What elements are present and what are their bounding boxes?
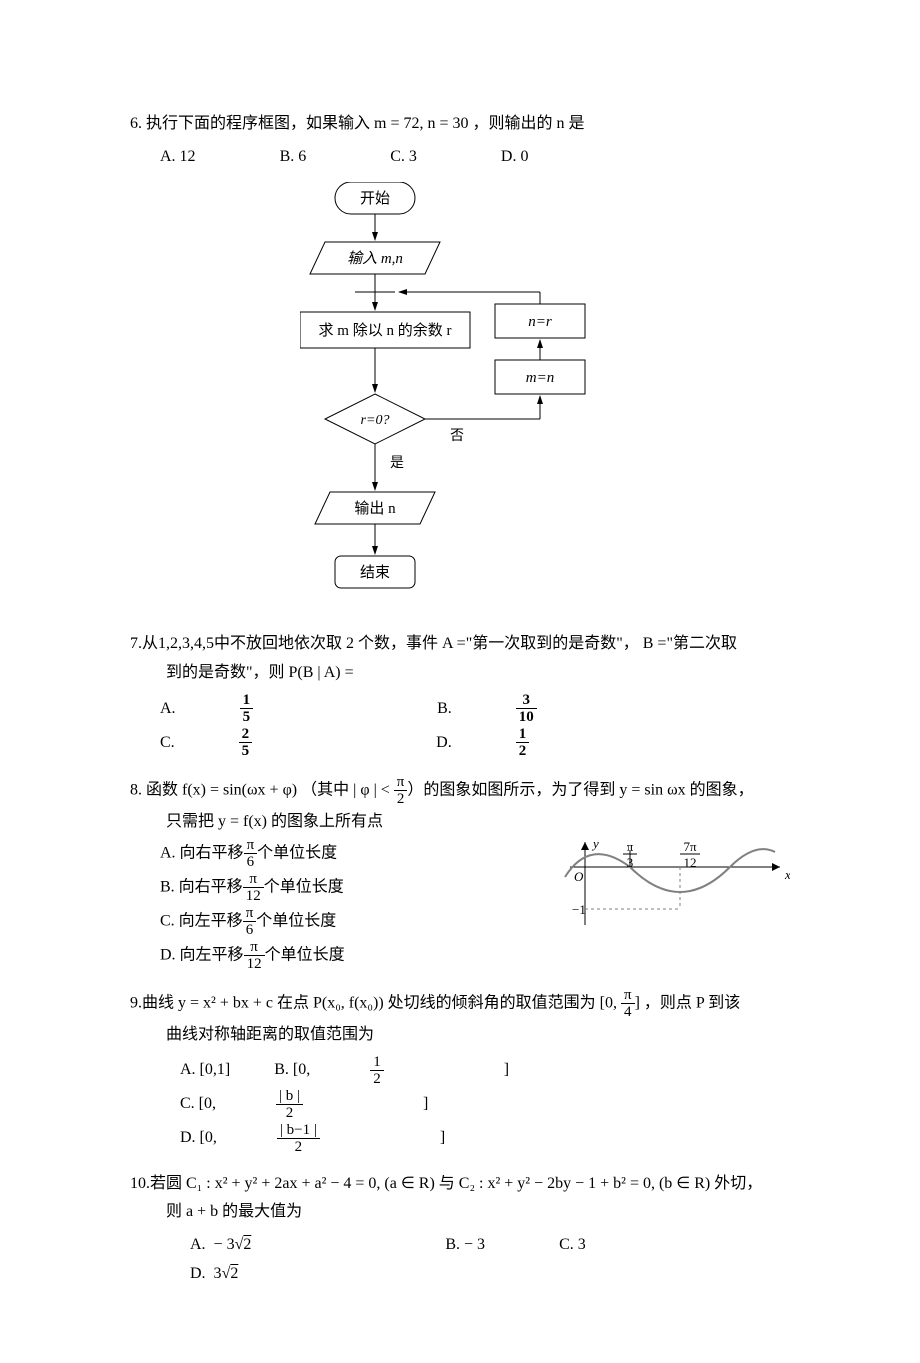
question-6: 6. 执行下面的程序框图，如果输入 m = 72, n = 30 ，则输出的 n… xyxy=(130,110,790,612)
question-10: 10.若圆 C₁ : x² + y² + 2ax + a² − 4 = 0, (… xyxy=(130,1170,790,1289)
question-7: 7.从1,2,3,4,5中不放回地依次取 2 个数，事件 A ="第一次取到的是… xyxy=(130,630,790,760)
flow-yes-label: 是 xyxy=(390,456,404,471)
q7-options: A. 15 B. 310 C. 25 D. 12 xyxy=(160,692,790,760)
flowchart-svg: 开始 输入 m,n 求 m 除以 n 的余数 r r=0? 是 否 m=n xyxy=(300,182,630,602)
question-9: 9.曲线 y = x² + bx + c 在点 P(x₀, f(x₀)) 处切线… xyxy=(130,987,790,1156)
tick1-num: π xyxy=(627,839,634,854)
q7-stem: 7.从1,2,3,4,5中不放回地依次取 2 个数，事件 A ="第一次取到的是… xyxy=(130,630,790,659)
q10-opt-D: D. 3√2 xyxy=(190,1260,358,1289)
ymin-label: −1 xyxy=(572,902,586,917)
y-arrow-icon xyxy=(581,842,589,850)
sine-graph-svg: x y O π 3 7π 12 −1 xyxy=(560,837,790,937)
q10-stem: 10.若圆 C₁ : x² + y² + 2ax + a² − 4 = 0, (… xyxy=(130,1170,790,1199)
q7-opt-A: A. 15 xyxy=(160,692,373,726)
q7-num: 7. xyxy=(130,635,142,652)
q8-opt-D: D. 向左平移π12个单位长度 xyxy=(160,939,460,973)
q6-flowchart: 开始 输入 m,n 求 m 除以 n 的余数 r r=0? 是 否 m=n xyxy=(300,182,790,613)
q7-opt-C: C. 25 xyxy=(160,726,372,760)
q10-text-a: 若圆 C₁ : x² + y² + 2ax + a² − 4 = 0, (a ∈… xyxy=(150,1175,762,1192)
q9-opt-D: D. [0,| b−1 |2] xyxy=(180,1122,505,1156)
q9-stem: 9.曲线 y = x² + bx + c 在点 P(x₀, f(x₀)) 处切线… xyxy=(130,987,790,1021)
q6-options: A. 12 B. 6 C. 3 D. 0 xyxy=(160,143,790,172)
q6-opt-A: A. 12 xyxy=(160,143,196,172)
flow-start-label: 开始 xyxy=(360,190,390,207)
q8-num: 8. xyxy=(130,782,142,799)
q10-num: 10. xyxy=(130,1175,150,1192)
q6-num: 6. xyxy=(130,115,142,132)
tick1-den: 3 xyxy=(627,855,634,870)
flow-asn1-label: n=r xyxy=(528,314,552,330)
flow-input-label: 输入 m,n xyxy=(347,250,403,267)
q8-figure: x y O π 3 7π 12 −1 xyxy=(560,837,790,948)
q6-opt-B: B. 6 xyxy=(280,143,307,172)
q9-options: A. [0,1] B. [0,12] C. [0,| b |2] D. [0,|… xyxy=(180,1054,790,1156)
flow-end-label: 结束 xyxy=(360,564,390,581)
q9-num: 9. xyxy=(130,994,142,1011)
flow-proc-label: 求 m 除以 n 的余数 r xyxy=(319,321,452,339)
sine-curve xyxy=(565,849,775,892)
q10-stem-b: 则 a + b 的最大值为 xyxy=(166,1198,790,1227)
y-label: y xyxy=(591,837,599,851)
q7-stem-b: 到的是奇数"，则 P(B | A) = xyxy=(166,659,790,688)
q8-stem-b: 只需把 y = f(x) 的图象上所有点 xyxy=(166,808,790,837)
q9-stem-c: 曲线对称轴距离的取值范围为 xyxy=(166,1021,790,1050)
q9-opt-A: A. [0,1] xyxy=(180,1056,230,1085)
q8-text-a: 函数 f(x) = sin(ωx + φ) （其中 | φ | < xyxy=(146,782,394,799)
q8-opt-B: B. 向右平移π12个单位长度 xyxy=(160,871,460,905)
q9-text-a: 曲线 y = x² + bx + c 在点 P(x₀, f(x₀)) 处切线的倾… xyxy=(142,994,621,1011)
tick2-den: 12 xyxy=(684,855,697,870)
q9-text-b: ] ，则点 P 到该 xyxy=(635,994,741,1011)
q9-opt-B: B. [0,12] xyxy=(274,1054,569,1088)
x-label: x xyxy=(784,867,790,882)
q8-stem: 8. 函数 f(x) = sin(ωx + φ) （其中 | φ | < π2）… xyxy=(130,774,790,808)
q10-opt-B: B. − 3 xyxy=(445,1231,485,1260)
q8-text-a2: ）的图象如图所示，为了得到 y = sin ωx 的图象， xyxy=(407,782,753,799)
q8-opt-C: C. 向左平移π6个单位长度 xyxy=(160,905,460,939)
tick2-num: 7π xyxy=(683,839,697,854)
flow-asn2-label: m=n xyxy=(526,370,554,386)
origin-label: O xyxy=(574,869,584,884)
q10-options: A. − 3√2 B. − 3 C. 3 D. 3√2 xyxy=(190,1231,790,1289)
flow-out-label: 输出 n xyxy=(354,500,396,517)
q9-opt-C: C. [0,| b |2] xyxy=(180,1088,488,1122)
q7-opt-D: D. 12 xyxy=(436,726,649,760)
flow-no-label: 否 xyxy=(450,429,464,444)
q6-opt-C: C. 3 xyxy=(390,143,417,172)
flow-cond-label: r=0? xyxy=(361,413,390,428)
question-8: 8. 函数 f(x) = sin(ωx + φ) （其中 | φ | < π2）… xyxy=(130,774,790,973)
q7-text-a: 从1,2,3,4,5中不放回地依次取 2 个数，事件 A ="第一次取到的是奇数… xyxy=(142,635,737,652)
q7-opt-B: B. 310 xyxy=(437,692,657,726)
q10-opt-A: A. − 3√2 xyxy=(190,1231,371,1260)
q6-stem: 6. 执行下面的程序框图，如果输入 m = 72, n = 30 ，则输出的 n… xyxy=(130,110,790,139)
q10-opt-C: C. 3 xyxy=(559,1231,586,1260)
q8-opt-A: A. 向右平移π6个单位长度 xyxy=(160,837,460,871)
q6-text: 执行下面的程序框图，如果输入 m = 72, n = 30 ，则输出的 n 是 xyxy=(146,115,585,132)
x-arrow-icon xyxy=(772,863,780,871)
q6-opt-D: D. 0 xyxy=(501,143,529,172)
